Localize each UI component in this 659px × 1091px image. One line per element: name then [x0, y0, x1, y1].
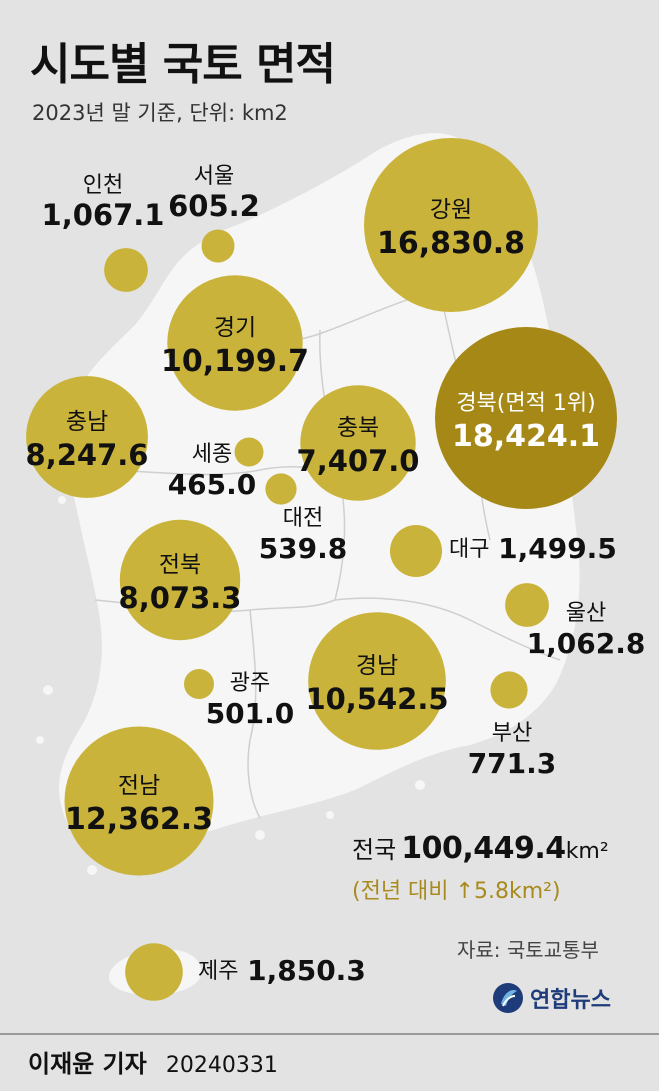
bubble-region-9: 전북 8,073.3 — [119, 519, 242, 641]
region-value-label: 1,850.3 — [247, 954, 366, 987]
page-title: 시도별 국토 면적 — [30, 39, 336, 90]
bubble-circle — [490, 671, 528, 709]
region-value-label: 1,499.5 — [498, 532, 617, 565]
region-name-label: 전남 — [118, 773, 160, 799]
region-name-label: 충북 — [337, 415, 379, 441]
region-name-label: 울산 — [566, 601, 606, 626]
bubble-circle — [390, 525, 442, 577]
bubble-circle — [364, 138, 538, 312]
total-value: 100,449.4 — [401, 831, 566, 866]
bubble-circle — [64, 726, 214, 876]
bubble-circle — [505, 583, 549, 627]
bubble-circle — [184, 669, 214, 699]
page-subtitle: 2023년 말 기준, 단위: km2 — [32, 101, 288, 125]
total-unit: km² — [565, 839, 609, 864]
region-value-label: 7,407.0 — [297, 444, 420, 478]
bubble-region-15: 전남 12,362.3 — [64, 726, 214, 876]
region-value-label: 771.3 — [468, 747, 557, 780]
bubble-circle — [234, 437, 264, 467]
region-name-label: 경기 — [214, 315, 256, 341]
total-area: 전국 100,449.4km² — [352, 830, 609, 866]
region-value-label: 12,362.3 — [65, 802, 213, 837]
region-value-label: 16,830.8 — [377, 226, 525, 261]
region-value-label: 539.8 — [259, 532, 348, 565]
bubble-circle — [119, 519, 241, 641]
bubble-region-12: 경남 10,542.5 — [305, 612, 449, 750]
region-name-label: 광주 — [230, 671, 270, 696]
region-value-label: 10,542.5 — [305, 682, 448, 716]
region-name-label: 충남 — [66, 409, 108, 435]
region-name-label: 대전 — [283, 506, 323, 531]
region-value-label: 1,062.8 — [527, 627, 646, 660]
bubble-circle — [201, 229, 235, 263]
bubble-region-6: 충북 7,407.0 — [297, 385, 420, 501]
region-value-label: 18,424.1 — [452, 419, 600, 454]
region-name-label: 제주 — [198, 959, 238, 984]
region-name-label: 부산 — [492, 721, 532, 746]
region-name-label: 경남 — [356, 653, 398, 679]
region-name-label: 경북(면적 1위) — [456, 391, 595, 416]
bubble-circle — [167, 275, 303, 411]
region-value-label: 501.0 — [206, 697, 295, 730]
bubble-region-2: 강원 16,830.8 — [364, 138, 538, 312]
agency-credit: 연합뉴스 — [492, 982, 611, 1014]
bubble-circle — [125, 943, 183, 1001]
region-name-label: 강원 — [430, 197, 472, 223]
source-credit: 자료: 국토교통부 — [457, 938, 599, 962]
bubble-circle — [104, 248, 148, 292]
region-name-label: 전북 — [159, 552, 201, 578]
bubble-region-5: 충남 8,247.6 — [26, 376, 149, 498]
region-value-label: 8,073.3 — [119, 581, 242, 615]
region-name-label: 대구 — [449, 537, 489, 562]
bubble-circle — [435, 327, 617, 509]
region-value-label: 10,199.7 — [161, 344, 309, 379]
publish-date: 20240331 — [165, 1053, 278, 1078]
bubble-region-0: 인천1,067.1 — [42, 173, 165, 292]
footer-divider — [0, 1033, 659, 1035]
reporter-name: 이재윤 기자 — [28, 1050, 147, 1078]
region-name-label: 서울 — [194, 164, 234, 189]
bubble-circle — [26, 376, 148, 498]
region-value-label: 465.0 — [168, 468, 257, 501]
region-value-label: 1,067.1 — [42, 198, 165, 232]
region-name-label: 세종 — [192, 442, 232, 467]
region-value-label: 8,247.6 — [26, 438, 149, 472]
byline: 이재윤 기자 20240331 — [28, 1044, 278, 1079]
bubble-circle — [300, 385, 416, 501]
region-name-label: 인천 — [83, 173, 123, 198]
year-over-year-change: (전년 대비 ↑5.8km²) — [352, 879, 561, 904]
bubble-region-11: 울산1,062.8 — [505, 583, 645, 660]
total-label: 전국 — [352, 836, 397, 864]
bubble-circle — [265, 473, 297, 505]
bubble-region-3: 경기 10,199.7 — [161, 275, 309, 411]
bubble-region-16: 제주 1,850.3 — [125, 943, 366, 1001]
bubble-circle — [308, 612, 446, 750]
agency-name: 연합뉴스 — [530, 988, 611, 1013]
bubble-region-4: 경북(면적 1위) 18,424.1 — [435, 327, 617, 509]
coastal-islands — [36, 496, 425, 875]
yonhap-logo-icon — [493, 983, 523, 1013]
region-value-label: 605.2 — [168, 189, 260, 223]
bubble-region-10: 대구 1,499.5 — [390, 525, 617, 577]
